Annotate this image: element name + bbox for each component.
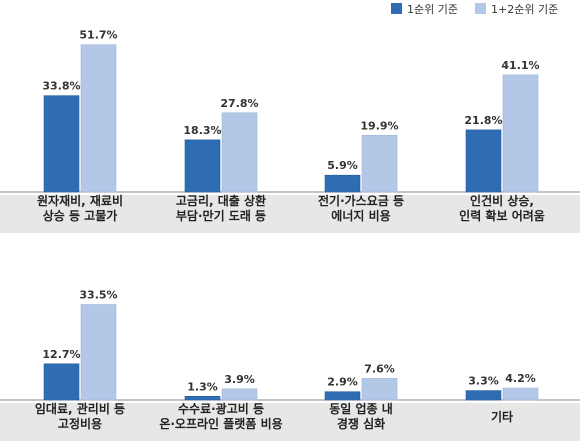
bar-series-1	[324, 174, 361, 193]
legend-label-series-1: 1순위 기준	[407, 3, 458, 16]
bar-series-2	[361, 378, 398, 401]
data-label: 27.8%	[220, 97, 258, 110]
category-label: 동일 업종 내	[329, 401, 393, 416]
category-label: 기타	[491, 409, 513, 424]
category-label: 고정비용	[58, 416, 102, 431]
bar-series-2	[80, 44, 117, 193]
category-label: 임대료, 관리비 등	[35, 401, 125, 416]
bar-series-1	[465, 129, 502, 193]
data-label: 5.9%	[327, 159, 358, 172]
data-label: 3.3%	[468, 375, 499, 388]
data-label: 4.2%	[505, 372, 536, 385]
legend-swatch-series-2	[475, 3, 486, 14]
bar-series-2	[221, 112, 258, 193]
category-label: 온·오프라인 플랫폼 비용	[159, 416, 282, 431]
bar-series-1	[465, 390, 502, 401]
data-label: 3.9%	[224, 373, 255, 386]
bar-series-1	[43, 363, 80, 401]
category-label: 에너지 비용	[331, 208, 390, 223]
data-label: 33.5%	[79, 289, 117, 302]
data-label: 21.8%	[464, 114, 502, 127]
category-label: 부담·만기 도래 등	[176, 208, 266, 223]
category-label: 전기·가스요금 등	[318, 193, 404, 208]
bar-series-1	[184, 139, 221, 193]
category-label: 인건비 상승,	[470, 193, 534, 208]
bar-series-2	[502, 387, 539, 401]
data-label: 7.6%	[364, 362, 395, 375]
bar-series-2	[361, 134, 398, 193]
data-label: 18.3%	[183, 124, 221, 137]
legend: 1순위 기준 1+2순위 기준	[391, 3, 558, 16]
category-label: 고금리, 대출 상환	[176, 193, 266, 208]
category-band	[0, 403, 580, 441]
category-label: 경쟁 심화	[337, 416, 385, 431]
data-label: 12.7%	[42, 348, 80, 361]
data-label: 51.7%	[79, 29, 117, 42]
bar-series-2	[80, 304, 117, 401]
legend-swatch-series-1	[391, 3, 402, 14]
legend-label-series-2: 1+2순위 기준	[491, 3, 558, 16]
data-label: 2.9%	[327, 376, 358, 389]
bar-series-2	[221, 388, 258, 401]
data-label: 1.3%	[187, 380, 218, 393]
bar-series-2	[502, 74, 539, 193]
data-label: 19.9%	[360, 119, 398, 132]
data-label: 33.8%	[42, 80, 80, 93]
category-label: 상승 등 고물가	[43, 208, 118, 223]
bar-series-1	[324, 391, 361, 401]
category-label: 원자재비, 재료비	[37, 193, 123, 208]
category-band	[0, 195, 580, 233]
bar-series-1	[184, 395, 221, 401]
bar-series-1	[43, 95, 80, 193]
category-label: 인력 확보 어려움	[459, 208, 545, 223]
category-label: 수수료·광고비 등	[178, 401, 264, 416]
data-label: 41.1%	[501, 59, 539, 72]
